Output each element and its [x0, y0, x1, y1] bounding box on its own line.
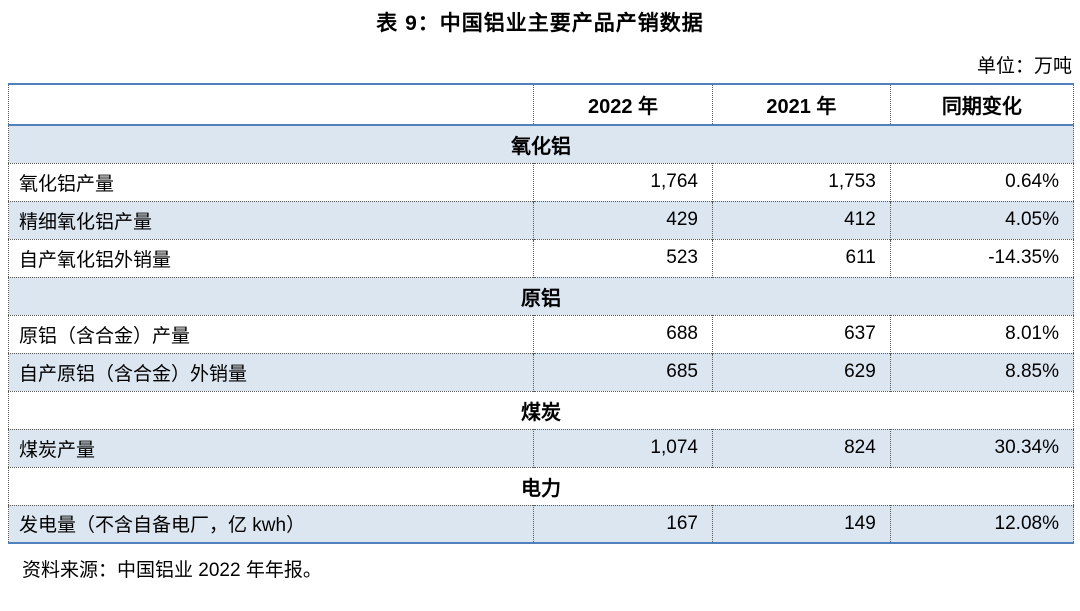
source-note: 资料来源：中国铝业 2022 年年报。 — [22, 560, 322, 581]
column-header-label — [8, 84, 534, 126]
table-row: 精细氧化铝产量 429 412 4.05% — [8, 201, 1074, 239]
table-header: 2022 年 2021 年 同期变化 — [8, 84, 1074, 126]
value-change-cell: 8.01% — [889, 315, 1074, 353]
section-row: 煤炭 — [8, 391, 1074, 429]
header-row: 2022 年 2021 年 同期变化 — [8, 84, 1074, 126]
value-2021-cell: 637 — [711, 315, 891, 353]
section-row: 原铝 — [8, 277, 1074, 315]
section-row: 电力 — [8, 467, 1074, 505]
section-title: 电力 — [521, 477, 561, 500]
value-change-cell: 12.08% — [889, 505, 1074, 543]
value-2021-cell: 824 — [711, 429, 891, 467]
row-label-cell: 煤炭产量 — [19, 439, 96, 461]
unit-note: 单位：万吨 — [976, 56, 1072, 77]
value-change-cell: 4.05% — [889, 201, 1074, 239]
table-row: 煤炭产量 1,074 824 30.34% — [8, 429, 1074, 467]
section-title: 原铝 — [521, 287, 561, 310]
value-2022-cell: 429 — [533, 201, 713, 239]
row-label-cell: 自产氧化铝外销量 — [19, 249, 172, 271]
value-2022-cell: 1,764 — [533, 163, 713, 201]
table-row: 自产原铝（含合金）外销量 685 629 8.85% — [8, 353, 1074, 391]
value-2021-cell: 1,753 — [711, 163, 891, 201]
table-row: 自产氧化铝外销量 523 611 -14.35% — [8, 239, 1074, 277]
table-row: 氧化铝产量 1,764 1,753 0.64% — [8, 163, 1074, 201]
table-row: 原铝（含合金）产量 688 637 8.01% — [8, 315, 1074, 353]
value-2021-cell: 412 — [711, 201, 891, 239]
table-title: 表 9：中国铝业主要产品产销数据 — [376, 12, 704, 35]
column-header-2022: 2022 年 — [533, 84, 713, 126]
product-sales-table: 2022 年 2021 年 同期变化 氧化铝氧化铝产量 1,764 1,753 0.6… — [8, 83, 1074, 544]
table-row: 发电量（不含自备电厂，亿 kwh） 167 149 12.08% — [8, 505, 1074, 543]
value-2022-cell: 1,074 — [533, 429, 713, 467]
value-change-cell: -14.35% — [889, 239, 1074, 277]
column-header-change: 同期变化 — [889, 84, 1074, 126]
value-2022-cell: 167 — [533, 505, 713, 543]
row-label-cell: 发电量（不含自备电厂，亿 kwh） — [19, 515, 306, 537]
row-label-cell: 氧化铝产量 — [19, 173, 115, 195]
row-label-cell: 自产原铝（含合金）外销量 — [19, 363, 248, 385]
value-2021-cell: 629 — [711, 353, 891, 391]
value-2021-cell: 611 — [711, 239, 891, 277]
value-change-cell: 30.34% — [889, 429, 1074, 467]
section-title: 煤炭 — [521, 401, 561, 424]
value-change-cell: 8.85% — [889, 353, 1074, 391]
value-2022-cell: 523 — [533, 239, 713, 277]
row-label-cell: 原铝（含合金）产量 — [19, 325, 191, 347]
value-change-cell: 0.64% — [889, 163, 1074, 201]
column-header-2021: 2021 年 — [711, 84, 891, 126]
section-row: 氧化铝 — [8, 125, 1074, 163]
table-body: 氧化铝氧化铝产量 1,764 1,753 0.64% 精细氧化铝产量 429 412 4.05… — [8, 125, 1074, 543]
section-title: 氧化铝 — [511, 135, 571, 158]
row-label-cell: 精细氧化铝产量 — [19, 211, 153, 233]
value-2022-cell: 685 — [533, 353, 713, 391]
value-2021-cell: 149 — [711, 505, 891, 543]
value-2022-cell: 688 — [533, 315, 713, 353]
